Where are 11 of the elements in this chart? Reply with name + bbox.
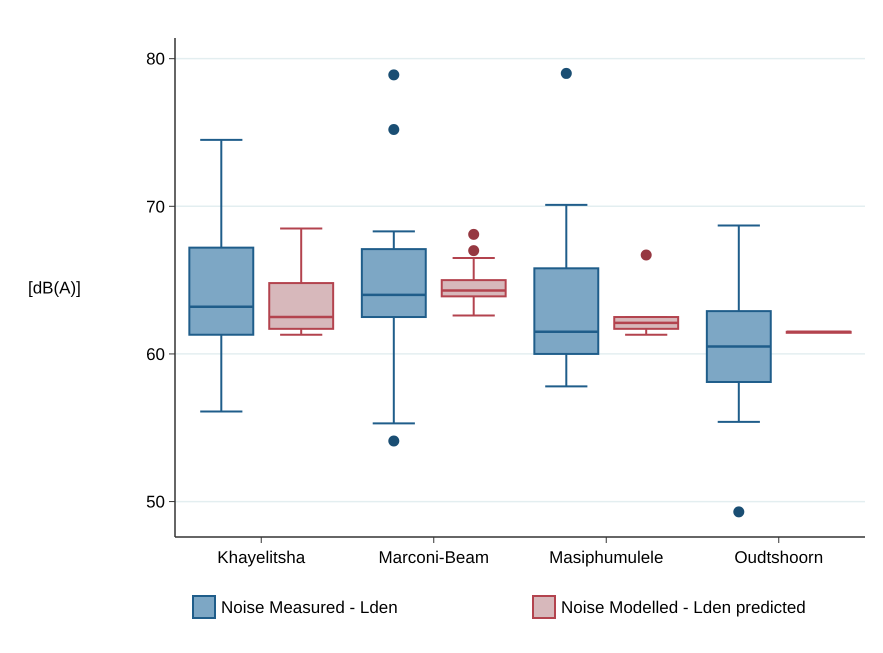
x-tick-label: Marconi-Beam bbox=[378, 548, 490, 567]
x-tick-label: Masiphumulele bbox=[549, 548, 664, 567]
y-tick-label: 50 bbox=[146, 492, 165, 512]
x-tick-label: Khayelitsha bbox=[217, 548, 306, 567]
legend-label: Noise Modelled - Lden predicted bbox=[561, 598, 806, 617]
y-tick-label: 60 bbox=[146, 344, 165, 364]
y-tick-label: 70 bbox=[146, 197, 165, 216]
y-axis-title: [dB(A)] bbox=[28, 278, 81, 298]
y-tick-label: 80 bbox=[146, 50, 165, 69]
legend-label: Noise Measured - Lden bbox=[221, 598, 398, 617]
x-tick-label: Oudtshoorn bbox=[734, 548, 824, 567]
